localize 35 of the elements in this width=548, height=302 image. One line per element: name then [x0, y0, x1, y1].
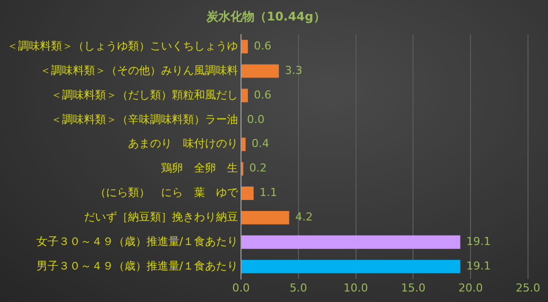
bar — [242, 260, 460, 274]
bar — [242, 186, 254, 200]
y-tick-label: ＜調味料類＞（だし類）顆粒和風だし — [51, 88, 238, 102]
bar — [242, 235, 460, 249]
x-tick-label: 25.0 — [516, 281, 540, 294]
y-tick-label: だいず［納豆類］挽きわり納豆 — [84, 210, 238, 224]
x-tick-label: 10.0 — [344, 281, 368, 294]
data-label: 0.2 — [249, 162, 267, 175]
y-tick-label: 女子３０～４９（歳）推進量/１食あたり — [36, 235, 238, 248]
data-label: 1.1 — [260, 186, 278, 200]
y-tick-label: ＜調味料類＞（辛味調味料類）ラー油 — [51, 112, 238, 126]
y-tick-label: （にら類） にら 葉 ゆで — [95, 186, 239, 200]
data-label: 3.3 — [284, 64, 302, 77]
y-tick-label: 鶏卵 全卵 生 — [161, 162, 238, 175]
data-label: 4.2 — [295, 210, 313, 224]
x-tick-label: 20.0 — [458, 281, 483, 294]
x-tick-label: 0.0 — [232, 281, 250, 294]
data-label: 0.0 — [247, 112, 264, 126]
data-label: 19.1 — [466, 259, 491, 272]
bar — [242, 64, 279, 78]
x-tick-label: 5.0 — [290, 281, 308, 294]
bar — [242, 210, 290, 224]
chart-title: 炭水化物（10.44g） — [206, 9, 326, 24]
bar — [242, 88, 248, 102]
bar — [242, 138, 246, 152]
data-label: 0.4 — [252, 137, 270, 150]
y-tick-label: ＜調味料類＞（その他）みりん風調味料 — [40, 64, 238, 77]
bar — [242, 40, 248, 54]
data-label: 19.1 — [466, 235, 491, 248]
y-tick-label: あまのり 味付けのり — [128, 137, 238, 150]
data-label: 0.6 — [254, 88, 272, 102]
y-tick-label: ＜調味料類＞（しょうゆ類）こいくちしょうゆ — [7, 39, 238, 52]
data-label: 0.6 — [254, 39, 272, 52]
y-tick-label: 男子３０～４９（歳）推進量/１食あたり — [36, 259, 238, 272]
x-tick-label: 15.0 — [400, 281, 426, 294]
